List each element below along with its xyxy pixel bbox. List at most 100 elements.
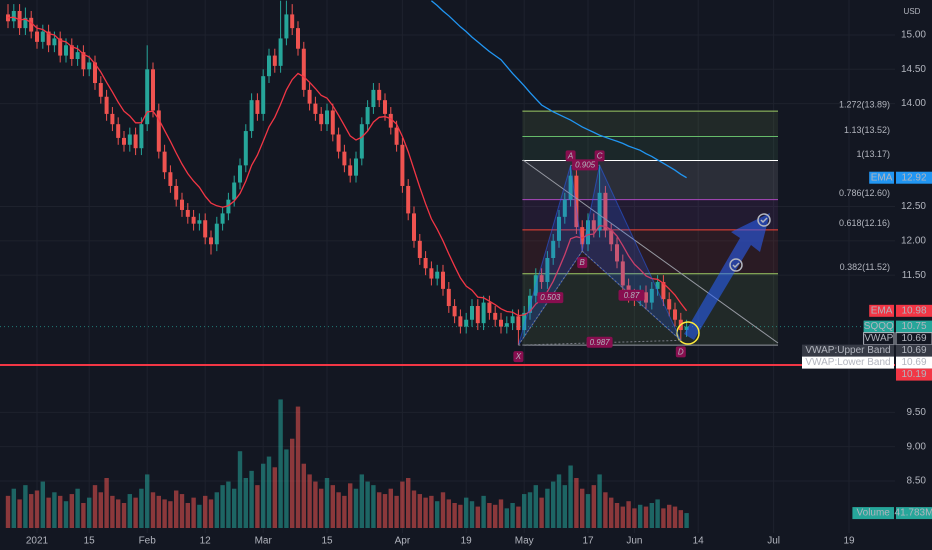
volume-bar bbox=[110, 495, 115, 528]
price-tag-box bbox=[896, 344, 932, 357]
candle-body bbox=[98, 83, 103, 97]
fib-label: 0.618(12.16) bbox=[839, 218, 890, 228]
x-tick-label: Feb bbox=[139, 536, 157, 547]
candle-body bbox=[359, 124, 364, 159]
candle-body bbox=[406, 185, 411, 214]
price-tags: 12.92 EMA 10.98 EMA 10.75 SQQQ 10.69 VWAP 10.69 V… bbox=[802, 171, 932, 520]
price-tag-box bbox=[896, 320, 932, 333]
ratio-label: 0.905 bbox=[575, 160, 596, 169]
candle-body bbox=[475, 306, 480, 324]
volume-bar bbox=[365, 481, 370, 528]
pattern-point-box bbox=[565, 150, 576, 162]
volume-bar bbox=[359, 474, 364, 528]
price-tag-name: VWAP:Lower Band bbox=[805, 357, 890, 368]
candle-body bbox=[156, 110, 161, 152]
volume-bar bbox=[98, 492, 103, 528]
candle-body bbox=[649, 288, 654, 303]
candle-body bbox=[394, 127, 399, 145]
price-tag-name-box bbox=[869, 304, 894, 317]
price-tag-name: SQQQ bbox=[864, 321, 894, 332]
check-mark bbox=[760, 217, 768, 224]
volume-bar bbox=[516, 506, 521, 528]
volume-bar bbox=[498, 499, 504, 528]
candle-body bbox=[574, 175, 579, 228]
candle-body bbox=[417, 240, 422, 258]
price-axis bbox=[896, 0, 932, 550]
volume-bar bbox=[319, 488, 324, 528]
x-tick-label: Jun bbox=[626, 536, 642, 547]
volume-bar bbox=[266, 456, 272, 528]
volume-bar bbox=[493, 504, 498, 528]
candle-body bbox=[319, 113, 324, 125]
volume-bar bbox=[353, 488, 359, 528]
candle-body bbox=[336, 134, 341, 152]
candle-body bbox=[296, 28, 300, 49]
x-tick-label: 17 bbox=[582, 536, 594, 547]
candle-body bbox=[562, 199, 567, 217]
volume-bar bbox=[411, 490, 417, 528]
currency-label: USD bbox=[904, 7, 921, 16]
candle-body bbox=[232, 182, 237, 200]
candle-body bbox=[609, 230, 614, 245]
volume-bar bbox=[139, 488, 144, 528]
candle-body bbox=[644, 292, 648, 303]
volume-bar bbox=[214, 492, 219, 528]
candle-body bbox=[209, 237, 213, 245]
volume-bar bbox=[237, 451, 243, 528]
candle-body bbox=[325, 110, 329, 125]
candle-body bbox=[214, 223, 219, 245]
axis-labels: 15.00 14.50 14.00 12.50 12.00 11.50 9.50 9.00 8.… bbox=[26, 30, 927, 547]
price-tag-name: VWAP:Upper Band bbox=[805, 345, 890, 356]
volume-bar bbox=[469, 501, 475, 528]
candle-body bbox=[313, 103, 318, 114]
volume-bar bbox=[614, 503, 620, 528]
volume-bar bbox=[313, 481, 318, 528]
candle-body bbox=[615, 244, 619, 262]
price-tag-value: 10.69 bbox=[901, 345, 926, 356]
candle-body bbox=[435, 271, 440, 279]
volume-bar bbox=[377, 492, 382, 528]
volume-bar bbox=[591, 485, 596, 528]
volume-bar bbox=[481, 495, 486, 528]
candle-body bbox=[400, 144, 405, 186]
volume-bar bbox=[81, 503, 86, 528]
volume-bar bbox=[278, 399, 283, 528]
candle-body bbox=[371, 89, 376, 108]
volume-bar bbox=[121, 503, 127, 528]
volume-bar bbox=[162, 499, 167, 528]
volume-bar bbox=[487, 503, 492, 528]
x-tick-label: Jul bbox=[767, 536, 780, 547]
candle-body bbox=[191, 216, 196, 224]
volume-bar bbox=[394, 495, 399, 528]
price-tag-box bbox=[896, 304, 932, 317]
volume-bar bbox=[104, 478, 109, 528]
price-tag-name-box bbox=[863, 320, 894, 333]
volume-bar bbox=[400, 481, 405, 528]
volume-bar bbox=[249, 470, 254, 528]
candle-body bbox=[383, 100, 387, 114]
candle-body bbox=[591, 220, 596, 231]
volume-bar bbox=[632, 508, 637, 528]
x-tick-label: 15 bbox=[321, 536, 333, 547]
candle-body bbox=[458, 316, 463, 327]
candle-body bbox=[87, 62, 92, 70]
x-tick-label: 15 bbox=[84, 536, 96, 547]
candle-body bbox=[429, 268, 434, 279]
volume-bar bbox=[406, 478, 411, 528]
candle-body bbox=[46, 31, 51, 46]
volume-bar bbox=[220, 485, 225, 528]
pattern-point-label: B bbox=[580, 258, 586, 267]
price-tag-value: 10.19 bbox=[901, 369, 926, 380]
volume-bar bbox=[203, 495, 208, 528]
volume-bar bbox=[464, 497, 469, 528]
candle-body bbox=[249, 100, 254, 132]
candle-body bbox=[81, 52, 86, 70]
y-tick-label: 12.50 bbox=[901, 201, 926, 212]
candle-body bbox=[580, 227, 585, 245]
candle-body bbox=[52, 38, 57, 46]
candle-body bbox=[330, 110, 335, 135]
candle-body bbox=[470, 306, 474, 320]
volume-bar bbox=[527, 492, 533, 528]
candle-body bbox=[551, 240, 556, 258]
candle-body bbox=[365, 107, 370, 125]
